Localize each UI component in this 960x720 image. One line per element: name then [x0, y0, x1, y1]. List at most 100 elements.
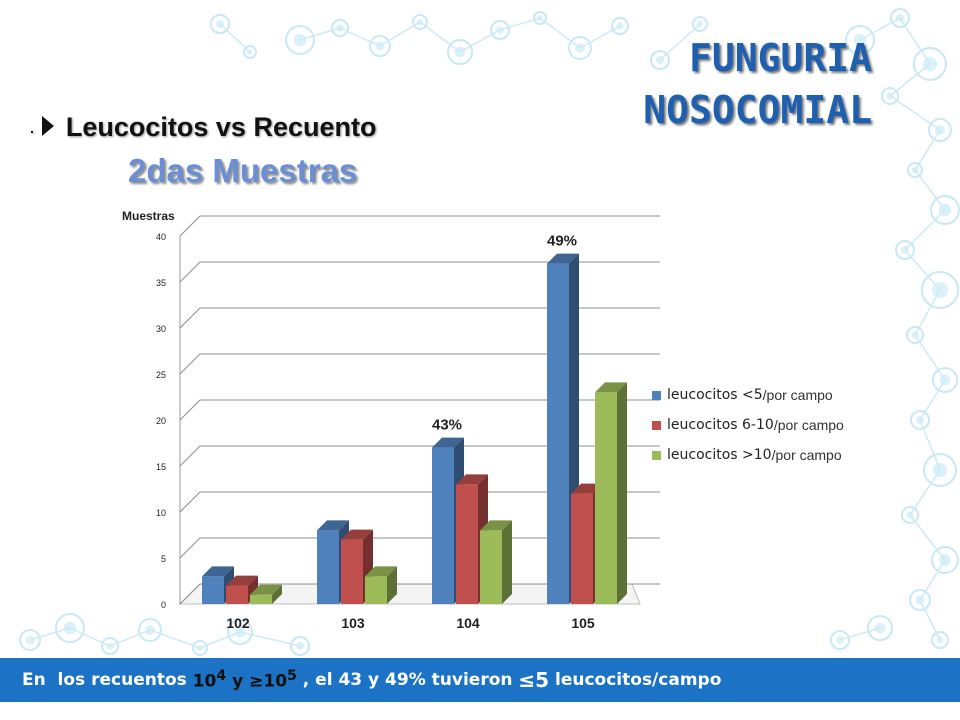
- slide-title: FUNGURIA NOSOCOMIAL: [643, 32, 872, 136]
- bubble-ring: [243, 45, 257, 59]
- legend-item-3: leucocitos >10 /por campo: [652, 440, 844, 470]
- title-line-1: FUNGURIA: [688, 36, 872, 80]
- bubble-ring: [931, 546, 959, 574]
- bar-side: [272, 584, 282, 604]
- subtitle-row: . Leucocitos vs Recuento: [30, 112, 376, 143]
- bubble-link: [339, 27, 381, 47]
- gridline-diagonal: [179, 307, 201, 329]
- bar: [226, 585, 248, 604]
- bubble-ring: [138, 618, 162, 642]
- bullet-dot: .: [30, 119, 34, 136]
- bubble-link: [659, 23, 701, 61]
- bubble-link: [149, 629, 201, 649]
- bar-top: [595, 382, 627, 393]
- y-tick-label: 20: [156, 416, 166, 426]
- footer-symbol: ≤5: [518, 668, 550, 692]
- y-tick-label: 40: [156, 232, 166, 242]
- gridline-diagonal: [179, 583, 201, 605]
- bubble-link: [919, 599, 941, 641]
- bubble-link: [859, 17, 901, 41]
- bubble-ring: [909, 589, 931, 611]
- bar: [480, 530, 502, 604]
- bar: [456, 484, 478, 604]
- gridline-diagonal: [179, 491, 201, 513]
- bubble-ring: [913, 47, 947, 81]
- data-annotation: 43%: [432, 417, 462, 434]
- y-tick-label: 25: [156, 370, 166, 380]
- bubble-ring: [830, 630, 850, 650]
- bubble-link: [904, 209, 946, 251]
- legend-item-1: leucocitos <5 /por campo: [652, 380, 844, 410]
- footer-sup-2: 5: [287, 668, 297, 685]
- y-tick-label: 35: [156, 278, 166, 288]
- bubble-link: [889, 95, 941, 131]
- bar: [341, 539, 363, 604]
- bubble-ring: [210, 14, 230, 34]
- bubble-ring: [227, 619, 253, 645]
- bubble-ring: [650, 50, 670, 70]
- bar: [365, 576, 387, 604]
- bubble-ring: [932, 367, 958, 393]
- bar: [571, 493, 593, 604]
- bubble-ring: [845, 25, 875, 55]
- y-tick-label: 30: [156, 324, 166, 334]
- footer-emphasis: 104 y ≥105: [193, 668, 297, 692]
- bubble-ring: [290, 636, 310, 656]
- bubble-ring: [930, 195, 960, 225]
- bubble-ring: [533, 11, 547, 25]
- x-tick-label: 105: [571, 615, 595, 631]
- y-tick-label: 0: [161, 600, 166, 610]
- data-annotation: 49%: [547, 233, 577, 250]
- bar: [595, 392, 617, 604]
- legend-label-1: leucocitos <5: [667, 387, 763, 403]
- bar-side: [617, 382, 627, 604]
- bubble-ring: [101, 637, 119, 655]
- bubble-ring: [55, 613, 85, 643]
- legend-swatch-2: [652, 420, 661, 430]
- y-tick-label: 10: [156, 508, 166, 518]
- legend-swatch-3: [652, 450, 661, 460]
- bubble-link: [919, 379, 946, 421]
- bar-side: [387, 566, 397, 604]
- bubble-ring: [611, 17, 629, 35]
- bar-top: [202, 566, 234, 577]
- bar-top: [432, 437, 464, 448]
- footer-emph-1: 10: [192, 671, 217, 692]
- bubble-ring: [907, 162, 923, 178]
- bubble-link: [839, 627, 881, 641]
- bar-top: [317, 520, 349, 531]
- y-tick-label: 15: [156, 462, 166, 472]
- footer-text-1: En los recuentos: [22, 670, 193, 690]
- bar-top: [547, 253, 579, 264]
- bubble-ring: [19, 629, 41, 651]
- bubble-link: [914, 334, 946, 381]
- bubble-link: [579, 25, 621, 49]
- bubble-ring: [921, 271, 959, 309]
- bubble-ring: [412, 14, 428, 30]
- legend-item-2: leucocitos 6-10 /por campo: [652, 410, 844, 440]
- x-tick-label: 102: [226, 615, 250, 631]
- bubble-ring: [928, 118, 952, 142]
- bubble-link: [29, 627, 71, 641]
- footer-sup-1: 4: [216, 668, 227, 685]
- x-tick-label: 103: [341, 615, 365, 631]
- footer-text-3: leucocitos/campo: [549, 670, 722, 690]
- bar-top: [226, 575, 258, 586]
- bubble-link: [909, 469, 941, 516]
- bubble-link: [299, 27, 341, 41]
- footer-text-2: , el 43 y 49% tuvieron: [296, 670, 519, 690]
- bubble-link: [499, 17, 541, 31]
- title-line-2: NOSOCOMIAL: [643, 88, 872, 132]
- y-tick-label: 5: [161, 554, 166, 564]
- bubble-link: [909, 514, 946, 561]
- bar: [250, 594, 272, 604]
- gridline-diagonal: [179, 215, 201, 237]
- footer-banner: En los recuentos 104 y ≥105 , el 43 y 49…: [0, 658, 960, 702]
- bubble-link: [199, 631, 241, 649]
- legend-unit-2: /por campo: [773, 417, 844, 433]
- gridline-diagonal: [179, 537, 201, 559]
- bubble-link: [219, 23, 251, 53]
- bubble-ring: [901, 506, 919, 524]
- bubble-link: [899, 17, 931, 65]
